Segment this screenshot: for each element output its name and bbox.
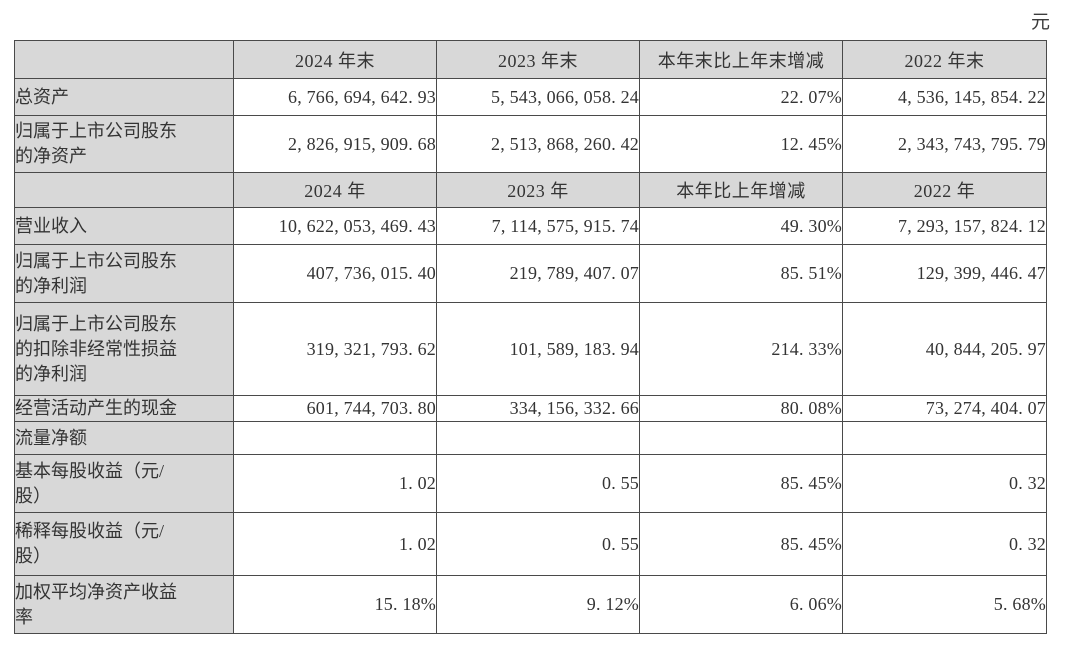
row-operating-revenue: 营业收入 10, 622, 053, 469. 43 7, 114, 575, …: [14, 207, 1047, 245]
value-cell-2022: 129, 399, 446. 47: [842, 244, 1047, 303]
value-cell-change: 49. 30%: [639, 207, 843, 245]
value-cell-2022: [842, 421, 1047, 455]
value-cell-2023: 334, 156, 332. 66: [436, 395, 640, 422]
value-cell-2023: [436, 421, 640, 455]
header-cell-2022-year: 2022 年: [842, 172, 1047, 208]
row-label-cell: 归属于上市公司股东 的扣除非经常性损益 的净利润: [14, 302, 234, 396]
value-cell-2024: 6, 766, 694, 642. 93: [233, 78, 437, 116]
value-cell-2024: 1. 02: [233, 512, 437, 576]
value-cell-change: 12. 45%: [639, 115, 843, 173]
row-total-assets: 总资产 6, 766, 694, 642. 93 5, 543, 066, 05…: [14, 78, 1047, 116]
header-cell-2024-year: 2024 年: [233, 172, 437, 208]
row-label-cell: 基本每股收益（元/ 股）: [14, 454, 234, 513]
header-row-year: 2024 年 2023 年 本年比上年增减 2022 年: [14, 172, 1047, 208]
value-cell-2023: 0. 55: [436, 454, 640, 513]
header-cell-2023-year-end: 2023 年末: [436, 40, 640, 79]
value-cell-2022: 73, 274, 404. 07: [842, 395, 1047, 422]
row-label-cell: 归属于上市公司股东 的净资产: [14, 115, 234, 173]
header-row-year-end: 2024 年末 2023 年末 本年末比上年末增减 2022 年末: [14, 40, 1047, 79]
row-label-cell: 总资产: [14, 78, 234, 116]
value-cell-2024: 1. 02: [233, 454, 437, 513]
value-cell-2023: 0. 55: [436, 512, 640, 576]
row-label-cell: 归属于上市公司股东 的净利润: [14, 244, 234, 303]
row-label-cell: 经营活动产生的现金: [14, 395, 234, 422]
value-cell-2024: 10, 622, 053, 469. 43: [233, 207, 437, 245]
header-empty-cell: [14, 40, 234, 79]
row-label-cell: 稀释每股收益（元/ 股）: [14, 512, 234, 576]
row-net-profit-attributable: 归属于上市公司股东 的净利润 407, 736, 015. 40 219, 78…: [14, 244, 1047, 303]
value-cell-2023: 219, 789, 407. 07: [436, 244, 640, 303]
value-cell-2023: 101, 589, 183. 94: [436, 302, 640, 396]
row-operating-cash-flow: 经营活动产生的现金 601, 744, 703. 80 334, 156, 33…: [14, 395, 1047, 422]
value-cell-change: 80. 08%: [639, 395, 843, 422]
value-cell-change: 85. 45%: [639, 454, 843, 513]
row-diluted-eps: 稀释每股收益（元/ 股） 1. 02 0. 55 85. 45% 0. 32: [14, 512, 1047, 576]
value-cell-2022: 7, 293, 157, 824. 12: [842, 207, 1047, 245]
value-cell-2023: 5, 543, 066, 058. 24: [436, 78, 640, 116]
row-weighted-avg-roe: 加权平均净资产收益 率 15. 18% 9. 12% 6. 06% 5. 68%: [14, 575, 1047, 634]
header-cell-yoy-change-year-end: 本年末比上年末增减: [639, 40, 843, 79]
value-cell-2022: 5. 68%: [842, 575, 1047, 634]
value-cell-2022: 40, 844, 205. 97: [842, 302, 1047, 396]
value-cell-change: 85. 45%: [639, 512, 843, 576]
value-cell-2024: 15. 18%: [233, 575, 437, 634]
header-empty-cell: [14, 172, 234, 208]
value-cell-2024: [233, 421, 437, 455]
key-financial-data-table: 2024 年末 2023 年末 本年末比上年末增减 2022 年末 总资产 6,…: [14, 40, 1047, 634]
row-net-assets-attributable: 归属于上市公司股东 的净资产 2, 826, 915, 909. 68 2, 5…: [14, 115, 1047, 173]
header-cell-2023-year: 2023 年: [436, 172, 640, 208]
value-cell-2023: 7, 114, 575, 915. 74: [436, 207, 640, 245]
value-cell-change: 22. 07%: [639, 78, 843, 116]
currency-unit-label: 元: [1030, 12, 1050, 33]
header-cell-2024-year-end: 2024 年末: [233, 40, 437, 79]
value-cell-change: 6. 06%: [639, 575, 843, 634]
header-cell-2022-year-end: 2022 年末: [842, 40, 1047, 79]
row-net-profit-excl-nonrecurring: 归属于上市公司股东 的扣除非经常性损益 的净利润 319, 321, 793. …: [14, 302, 1047, 396]
value-cell-2024: 407, 736, 015. 40: [233, 244, 437, 303]
row-basic-eps: 基本每股收益（元/ 股） 1. 02 0. 55 85. 45% 0. 32: [14, 454, 1047, 513]
value-cell-2022: 4, 536, 145, 854. 22: [842, 78, 1047, 116]
value-cell-2024: 601, 744, 703. 80: [233, 395, 437, 422]
header-cell-yoy-change-year: 本年比上年增减: [639, 172, 843, 208]
value-cell-2023: 9. 12%: [436, 575, 640, 634]
row-operating-cash-flow-continued: 流量净额: [14, 421, 1047, 455]
value-cell-2024: 2, 826, 915, 909. 68: [233, 115, 437, 173]
row-label-cell: 营业收入: [14, 207, 234, 245]
value-cell-2022: 0. 32: [842, 512, 1047, 576]
value-cell-change: [639, 421, 843, 455]
value-cell-2024: 319, 321, 793. 62: [233, 302, 437, 396]
row-label-cell: 流量净额: [14, 421, 234, 455]
value-cell-change: 85. 51%: [639, 244, 843, 303]
value-cell-2023: 2, 513, 868, 260. 42: [436, 115, 640, 173]
value-cell-2022: 2, 343, 743, 795. 79: [842, 115, 1047, 173]
value-cell-2022: 0. 32: [842, 454, 1047, 513]
value-cell-change: 214. 33%: [639, 302, 843, 396]
row-label-cell: 加权平均净资产收益 率: [14, 575, 234, 634]
